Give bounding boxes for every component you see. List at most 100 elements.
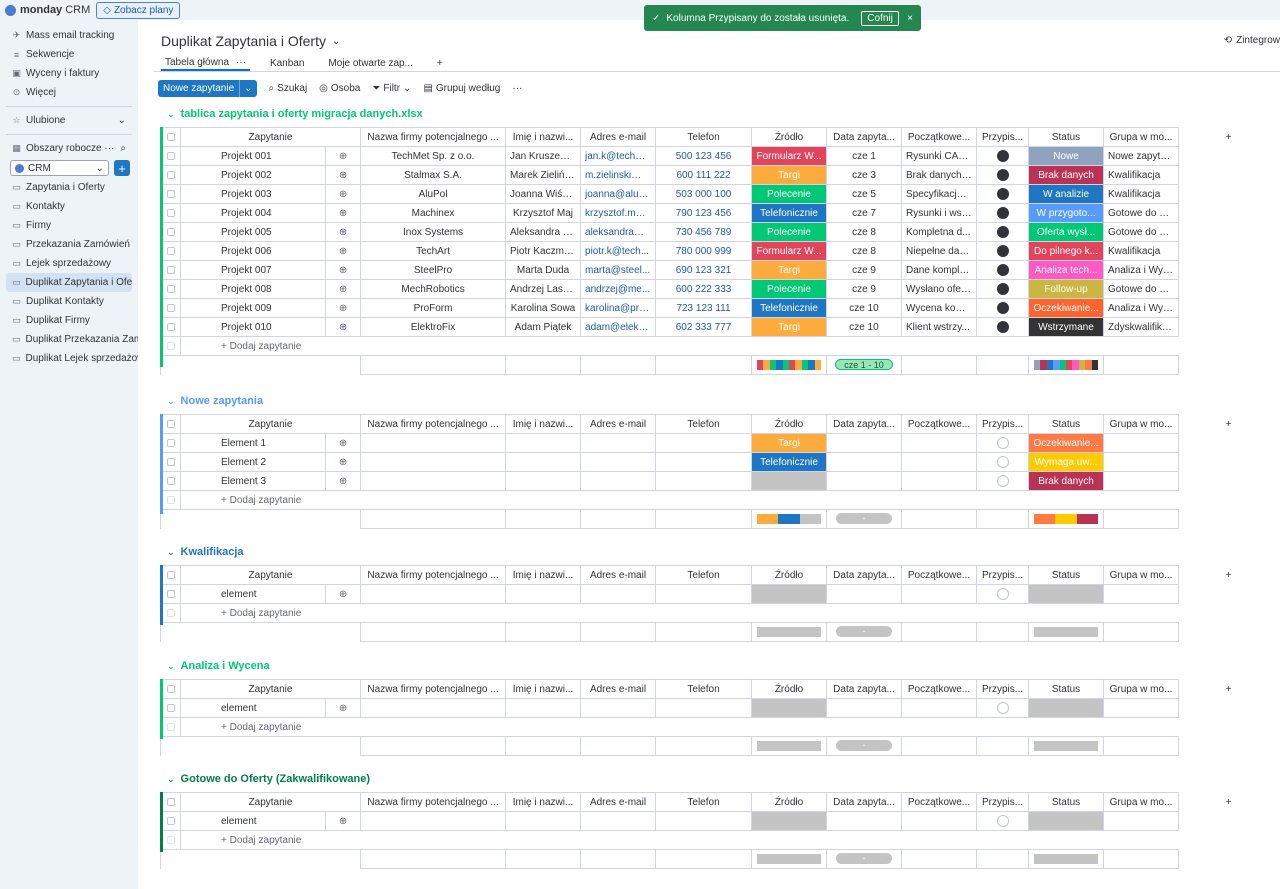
company-cell[interactable]: MechRobotics	[360, 279, 507, 299]
table-row[interactable]: Projekt 010 ⊕ ElektroFix Adam Piątek adam@el…	[160, 317, 1279, 337]
full-name-cell[interactable]	[505, 433, 582, 453]
status-cell[interactable]: W analizie	[1028, 184, 1105, 204]
add-column-button[interactable]: +	[1225, 683, 1232, 695]
sidebar-board-item[interactable]: ▭ Lejek sprzedażowy	[0, 254, 138, 273]
column-header-full-name[interactable]: Imię i nazwi...	[505, 679, 582, 699]
full-name-cell[interactable]	[505, 584, 582, 604]
crm-group-cell[interactable]: Nowe zapyta...	[1103, 146, 1180, 166]
initial-info-cell[interactable]: Wycena kom...	[901, 298, 978, 318]
phone-cell[interactable]	[655, 584, 753, 604]
source-cell[interactable]: Targi	[751, 317, 828, 337]
table-row[interactable]: Projekt 009 ⊕ ProForm Karolina Sowa karolina…	[160, 298, 1279, 318]
source-cell[interactable]	[751, 811, 828, 831]
column-header-email[interactable]: Adres e-mail	[580, 679, 657, 699]
email-cell[interactable]: andrzej@me...	[580, 279, 657, 299]
see-plans-button[interactable]: ◇ Zobacz plany	[96, 1, 181, 19]
column-header-company[interactable]: Nazwa firmy potencjalnego ...	[360, 679, 507, 699]
source-cell[interactable]: Telefonicznie	[751, 203, 828, 223]
checkbox[interactable]	[166, 189, 175, 198]
item-name-cell[interactable]: element	[180, 698, 326, 718]
column-header-item[interactable]: Zapytanie	[179, 127, 362, 147]
checkbox[interactable]	[166, 227, 175, 236]
select-all-checkbox[interactable]	[160, 127, 181, 147]
date-cell[interactable]: cze 1	[826, 146, 903, 166]
email-cell[interactable]	[580, 471, 657, 491]
column-header-crm-group[interactable]: Grupa w mo...	[1103, 127, 1180, 147]
item-name-cell[interactable]: Element 1	[180, 433, 326, 453]
company-cell[interactable]: Inox Systems	[360, 222, 507, 242]
source-cell[interactable]	[751, 698, 828, 718]
group-title[interactable]: ⌄ Kwalifikacja	[167, 546, 244, 558]
add-update-icon[interactable]: ⊕	[324, 317, 362, 337]
date-cell[interactable]: cze 9	[826, 260, 903, 280]
full-name-cell[interactable]: Andrzej Lask...	[505, 279, 582, 299]
company-cell[interactable]	[360, 584, 507, 604]
column-header-email[interactable]: Adres e-mail	[580, 414, 657, 434]
phone-cell[interactable]: 780 000 999	[655, 241, 753, 261]
add-item-row[interactable]: + Dodaj zapytanie	[160, 490, 1279, 510]
date-cell[interactable]	[826, 584, 903, 604]
checkbox[interactable]	[166, 703, 175, 712]
initial-info-cell[interactable]: Rysunki CAD,...	[901, 146, 978, 166]
column-header-status[interactable]: Status	[1028, 414, 1105, 434]
source-cell[interactable]: Targi	[751, 433, 828, 453]
item-name-cell[interactable]: Projekt 001	[180, 146, 326, 166]
status-cell[interactable]	[1028, 584, 1105, 604]
status-cell[interactable]: Wstrzymane	[1028, 317, 1105, 337]
chevron-down-icon[interactable]: ⌄	[167, 546, 175, 557]
email-cell[interactable]	[580, 698, 657, 718]
checkbox[interactable]	[166, 132, 175, 141]
status-cell[interactable]: Brak danych	[1028, 165, 1105, 185]
column-header-company[interactable]: Nazwa firmy potencjalnego ...	[360, 414, 507, 434]
add-item-row[interactable]: + Dodaj zapytanie	[160, 717, 1279, 737]
column-header-source[interactable]: Źródło	[751, 792, 828, 812]
chevron-down-icon[interactable]: ⌄	[167, 395, 175, 406]
board-title[interactable]: Duplikat Zapytania i Oferty ⌄	[161, 33, 340, 49]
initial-info-cell[interactable]: Specyfikacja ...	[901, 184, 978, 204]
source-cell[interactable]: Targi	[751, 260, 828, 280]
checkbox[interactable]	[166, 684, 175, 693]
row-checkbox[interactable]	[160, 698, 181, 718]
source-cell[interactable]: Polecenie	[751, 279, 828, 299]
column-header-company[interactable]: Nazwa firmy potencjalnego ...	[360, 127, 507, 147]
add-update-icon[interactable]: ⊕	[324, 241, 362, 261]
phone-cell[interactable]: 503 000 100	[655, 184, 753, 204]
select-all-checkbox[interactable]	[160, 792, 181, 812]
add-update-icon[interactable]: ⊕	[324, 584, 362, 604]
crm-group-cell[interactable]	[1103, 584, 1180, 604]
assignee-cell[interactable]	[976, 165, 1030, 185]
date-cell[interactable]: cze 7	[826, 203, 903, 223]
checkbox[interactable]	[166, 457, 175, 466]
add-update-icon[interactable]: ⊕	[324, 433, 362, 453]
company-cell[interactable]: TechArt	[360, 241, 507, 261]
table-row[interactable]: element ⊕	[160, 584, 1279, 604]
phone-cell[interactable]	[655, 811, 753, 831]
group-title[interactable]: ⌄ Gotowe do Oferty (Zakwalifikowane)	[167, 773, 370, 785]
source-cell[interactable]	[751, 471, 828, 491]
sidebar-item-invoice[interactable]: ▣ Wyceny i faktury	[0, 64, 138, 83]
date-cell[interactable]	[826, 698, 903, 718]
email-cell[interactable]: jan.k@techm...	[580, 146, 657, 166]
crm-group-cell[interactable]	[1103, 698, 1180, 718]
crm-group-cell[interactable]: Gotowe do O...	[1103, 279, 1180, 299]
row-checkbox[interactable]	[160, 433, 181, 453]
item-name-cell[interactable]: element	[180, 584, 326, 604]
crm-group-cell[interactable]: Gotowe do O...	[1103, 203, 1180, 223]
checkbox[interactable]	[166, 589, 175, 598]
company-cell[interactable]	[360, 698, 507, 718]
source-cell[interactable]: Targi	[751, 165, 828, 185]
assignee-cell[interactable]	[976, 317, 1030, 337]
column-header-initial-info[interactable]: Początkowe...	[901, 127, 978, 147]
column-header-item[interactable]: Zapytanie	[179, 414, 362, 434]
date-cell[interactable]: cze 8	[826, 241, 903, 261]
initial-info-cell[interactable]: Wysłano ofer...	[901, 279, 978, 299]
add-update-icon[interactable]: ⊕	[324, 184, 362, 204]
assignee-cell[interactable]	[976, 471, 1030, 491]
item-name-cell[interactable]: Projekt 010	[180, 317, 326, 337]
row-checkbox[interactable]	[160, 146, 181, 166]
crm-group-cell[interactable]: Kwalifikacja	[1103, 241, 1180, 261]
date-cell[interactable]: cze 9	[826, 279, 903, 299]
phone-cell[interactable]	[655, 433, 753, 453]
date-cell[interactable]	[826, 811, 903, 831]
company-cell[interactable]	[360, 452, 507, 472]
